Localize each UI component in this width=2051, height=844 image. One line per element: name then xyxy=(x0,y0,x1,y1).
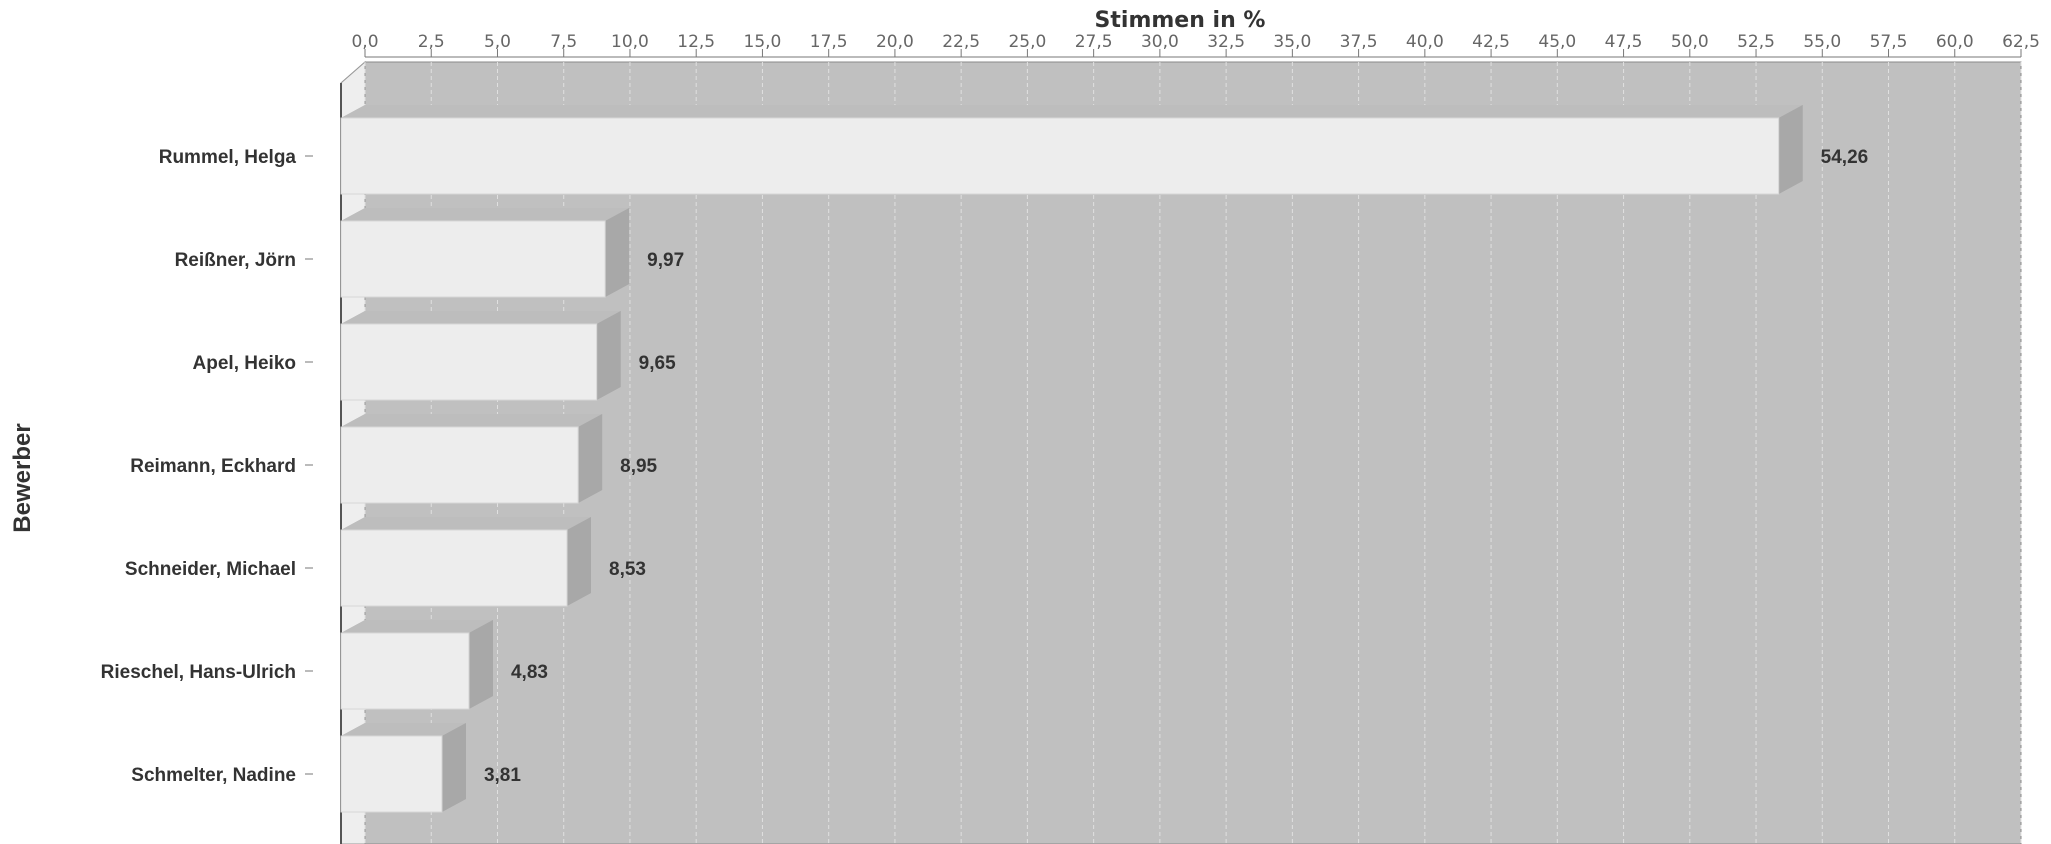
tick-label: 55,0 xyxy=(1803,32,1841,52)
bar xyxy=(340,414,603,504)
tick-label: 25,0 xyxy=(1008,32,1046,52)
tick-label: 60,0 xyxy=(1936,32,1974,52)
bar-top-face xyxy=(341,105,1803,118)
tick-label: 12,5 xyxy=(677,32,715,52)
tick-label: 57,5 xyxy=(1870,32,1908,52)
bars xyxy=(340,105,1803,813)
bar-front-face xyxy=(340,529,568,607)
tick-label: 32,5 xyxy=(1207,32,1245,52)
tick-label: 27,5 xyxy=(1075,32,1113,52)
tick-label: 30,0 xyxy=(1141,32,1179,52)
bar-side-face xyxy=(567,517,592,606)
bar-top-face xyxy=(341,311,621,324)
gridlines xyxy=(364,62,2022,844)
category-label: Schmelter, Nadine xyxy=(131,765,296,786)
tick-label: 17,5 xyxy=(810,32,848,52)
category-label: Reimann, Eckhard xyxy=(130,456,296,477)
bar xyxy=(340,620,493,710)
bar-side-face xyxy=(605,208,630,297)
data-label: 9,97 xyxy=(647,250,684,271)
tick-label: 35,0 xyxy=(1273,32,1311,52)
tick-label: 50,0 xyxy=(1671,32,1709,52)
category-label: Rummel, Helga xyxy=(159,147,297,168)
tick-label: 47,5 xyxy=(1605,32,1643,52)
category-label: Reißner, Jörn xyxy=(175,250,296,271)
tick-label: 5,0 xyxy=(484,32,511,52)
data-label: 3,81 xyxy=(484,765,521,786)
tick-label: 52,5 xyxy=(1737,32,1775,52)
category-label: Schneider, Michael xyxy=(125,559,296,580)
bar xyxy=(340,105,1803,195)
tick-label: 22,5 xyxy=(942,32,980,52)
bar xyxy=(340,311,621,401)
data-label: 4,83 xyxy=(511,662,548,683)
tick-label: 20,0 xyxy=(876,32,914,52)
bar-side-face xyxy=(441,723,466,812)
bar-side-face xyxy=(468,620,493,709)
tick-label: 15,0 xyxy=(744,32,782,52)
tick-label: 2,5 xyxy=(418,32,445,52)
labels: Rummel, Helga 54,26 Reißner, Jörn 9,97 Apel,… xyxy=(101,147,1869,786)
data-label: 9,65 xyxy=(639,353,676,374)
bar-front-face xyxy=(340,220,606,298)
tick-label: 45,0 xyxy=(1538,32,1576,52)
bar-top-face xyxy=(341,517,592,530)
tick-label: 40,0 xyxy=(1406,32,1444,52)
bar-front-face xyxy=(340,735,443,813)
y-axis-title: Bewerber xyxy=(9,423,36,532)
bar-side-face xyxy=(578,414,603,503)
bar xyxy=(340,517,592,607)
tick-label: 37,5 xyxy=(1340,32,1378,52)
tick-label: 0,0 xyxy=(351,32,378,52)
bar-top-face xyxy=(341,208,630,221)
data-label: 8,53 xyxy=(609,559,646,580)
bar-front-face xyxy=(340,323,598,401)
category-label: Rieschel, Hans-Ulrich xyxy=(101,662,296,683)
x-axis-ticks: 0,0 2,5 5,0 7,5 10,0 12,5 15,0 17,5 20,0 22,5 25,0… xyxy=(351,32,2040,58)
bar-side-face xyxy=(596,311,621,400)
bar xyxy=(340,208,630,298)
tick-label: 7,5 xyxy=(550,32,577,52)
bar-front-face xyxy=(340,117,1780,195)
bar-front-face xyxy=(340,426,579,504)
bar-top-face xyxy=(341,723,466,736)
bar-side-face xyxy=(1778,105,1803,194)
bar-top-face xyxy=(341,620,493,633)
data-label: 8,95 xyxy=(620,456,657,477)
x-axis-title: Stimmen in % xyxy=(1095,8,1266,33)
tick-label: 10,0 xyxy=(611,32,649,52)
tick-label: 42,5 xyxy=(1472,32,1510,52)
data-label: 54,26 xyxy=(1821,147,1869,168)
tick-label: 62,5 xyxy=(2002,32,2040,52)
bar xyxy=(340,723,466,813)
category-label: Apel, Heiko xyxy=(193,353,296,374)
bar-front-face xyxy=(340,632,470,710)
bar-top-face xyxy=(341,414,603,427)
